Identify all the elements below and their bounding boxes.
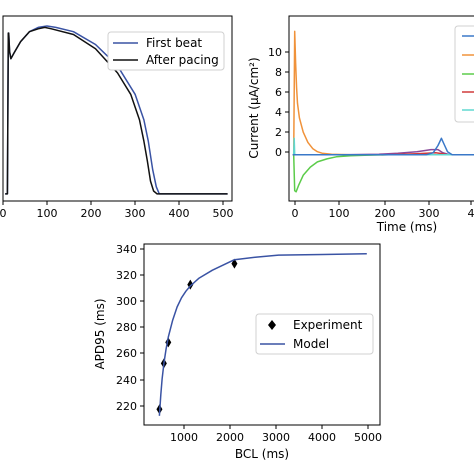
panel-a: 0 100 200 300 400 500 First beat After p… <box>0 15 234 220</box>
c-ytick-label: 260 <box>116 347 137 360</box>
b-xtick-label: 100 <box>329 207 350 220</box>
c-ytick-label: 240 <box>116 374 137 387</box>
legend-label-after-pacing: After pacing <box>146 53 219 67</box>
b-xtick-label: 0 <box>292 207 299 220</box>
c-xtick-label: 5000 <box>354 431 382 444</box>
c-xtick-label: 1000 <box>170 431 198 444</box>
b-ytick-label: 0 <box>275 146 282 159</box>
b-xaxis-label: Time (ms) <box>376 220 438 234</box>
c-ytick-label: 280 <box>116 321 137 334</box>
c-xtick-label: 3000 <box>262 431 290 444</box>
series-line <box>5 26 228 195</box>
c-ytick-label: 320 <box>116 269 137 282</box>
panel-c-legend: Experiment Model <box>255 313 374 355</box>
legend-label-experiment: Experiment <box>293 318 363 332</box>
b-xtick-label: 4 <box>468 207 474 220</box>
c-xtick-label: 4000 <box>308 431 336 444</box>
panel-a-frame <box>2 15 233 202</box>
panel-c-marks <box>156 253 367 416</box>
a-xtick-label: 200 <box>81 207 102 220</box>
c-xaxis-label: BCL (ms) <box>235 447 289 461</box>
a-xtick-label: 400 <box>169 207 190 220</box>
panel-b-frame <box>288 15 474 202</box>
panel-b-legend <box>454 25 474 123</box>
c-xtick-label: 2000 <box>216 431 244 444</box>
c-yaxis-label: APD95 (ms) <box>93 298 107 369</box>
legend-marker-experiment <box>268 320 276 330</box>
panel-c-x-ticks: 1000 2000 3000 4000 5000 <box>170 425 382 444</box>
panel-b-x-ticks: 0 100 200 300 4 <box>292 201 474 220</box>
series-line <box>158 253 367 416</box>
c-ytick-label: 340 <box>116 243 137 256</box>
legend-frame <box>255 313 374 355</box>
series-line <box>292 154 474 193</box>
panel-b-y-ticks: 0 2 4 6 8 10 <box>268 46 289 159</box>
panel-c-y-ticks: 220 240 260 280 300 320 340 <box>116 243 144 413</box>
panel-c: 220 240 260 280 300 320 340 1000 2000 30… <box>93 243 382 461</box>
b-ytick-label: 6 <box>275 86 282 99</box>
b-xtick-label: 300 <box>419 207 440 220</box>
series-line <box>292 30 474 156</box>
c-ytick-label: 220 <box>116 400 137 413</box>
a-xtick-label: 0 <box>0 207 7 220</box>
panel-b: 0 2 4 6 8 10 0 100 200 300 4 Time (ms) C… <box>247 15 474 234</box>
panel-a-legend: First beat After pacing <box>107 31 225 71</box>
panel-a-x-ticks: 0 100 200 300 400 500 <box>0 201 234 220</box>
panel-b-lines <box>292 30 474 193</box>
legend-label-first-beat: First beat <box>146 36 202 50</box>
b-ytick-label: 10 <box>268 46 282 59</box>
a-xtick-label: 500 <box>213 207 234 220</box>
a-xtick-label: 300 <box>125 207 146 220</box>
a-xtick-label: 100 <box>37 207 58 220</box>
legend-label-model: Model <box>293 337 329 351</box>
series-line <box>292 137 474 156</box>
b-xtick-label: 200 <box>375 207 396 220</box>
b-yaxis-label: Current (µA/cm²) <box>247 57 261 158</box>
b-ytick-label: 4 <box>275 106 282 119</box>
b-ytick-label: 2 <box>275 126 282 139</box>
panel-a-lines <box>5 25 228 195</box>
b-ytick-label: 8 <box>275 66 282 79</box>
panel-c-frame <box>143 243 381 426</box>
c-ytick-label: 300 <box>116 295 137 308</box>
